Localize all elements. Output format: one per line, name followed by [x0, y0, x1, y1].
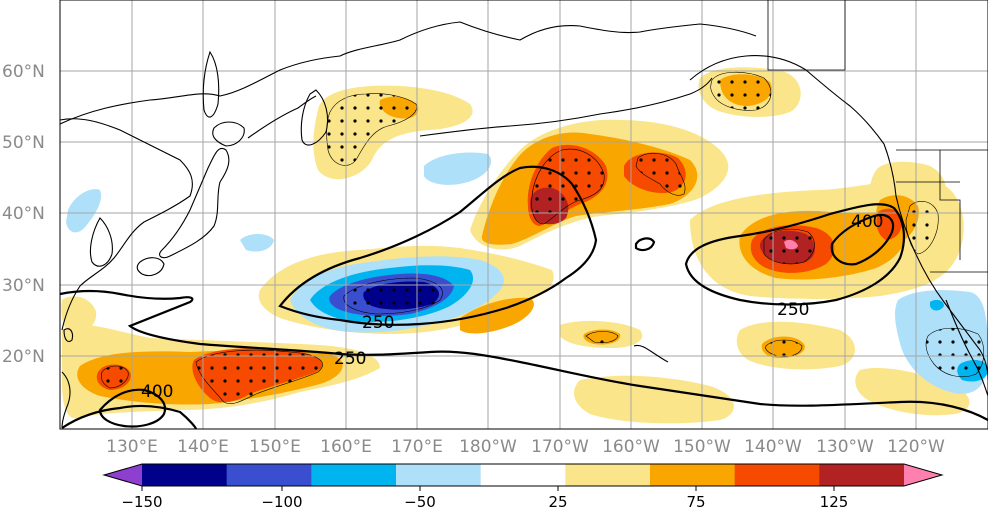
lon-label-150w: 150°W: [673, 437, 731, 457]
contour-400-west: [98, 388, 167, 428]
stipple-southeast-coast: [925, 327, 985, 377]
colorbar-tick-75: 75: [686, 493, 705, 511]
coast-aleutian: [419, 77, 713, 137]
coast-kamchatka: [300, 89, 329, 146]
stipple-central: [343, 277, 443, 315]
contour-label-group: 400 250 250 250 400: [141, 212, 883, 402]
lon-label-170e: 170°E: [391, 437, 443, 457]
coast-hawaii: [633, 344, 669, 363]
stipple-north-central: [531, 148, 605, 225]
lon-labels: 130°E 140°E 150°E 160°E 170°E 180°W 170°…: [106, 437, 945, 457]
contour-250-central: [278, 165, 598, 326]
coast-sakhalin: [202, 50, 220, 118]
map-panel: 400 250 250 250 400: [60, 0, 988, 429]
colorbar-segment: [565, 464, 651, 486]
border-alaska-canada: [767, 0, 846, 71]
contour-250-southwest: [60, 289, 988, 421]
shade-lightblue-north: [424, 152, 492, 185]
lat-label-40n: 40°N: [2, 204, 45, 224]
contour-label-400-east: 400: [851, 212, 883, 232]
colorbar-segment: [734, 464, 820, 486]
colorbar-tick-125: 125: [820, 493, 849, 511]
contour-label-250-southwest: 250: [334, 349, 366, 369]
lon-label-130e: 130°E: [106, 437, 158, 457]
lat-label-20n: 20°N: [2, 347, 45, 367]
lon-label-130w: 130°W: [816, 437, 874, 457]
shade-red-westcoast: [876, 208, 903, 240]
contours: [60, 165, 988, 429]
colorbar-segment: [226, 464, 312, 486]
contour-label-250-center: 250: [362, 313, 394, 333]
gridlines: [60, 0, 988, 429]
colorbar-tick-neg100: −100: [261, 493, 302, 511]
lon-label-160w: 160°W: [602, 437, 660, 457]
coast-kuril: [247, 95, 317, 139]
stipple-gulf-alaska: [710, 71, 772, 111]
stipple-south-mid: [585, 331, 619, 344]
coast-korea: [89, 217, 113, 267]
shade-lightblue-japan-sea: [66, 189, 102, 233]
colorbar-segment: [819, 464, 905, 486]
coast-na-west: [883, 143, 988, 381]
stipple-north-central-2: [635, 152, 686, 196]
lon-label-140w: 140°W: [744, 437, 802, 457]
colorbar-ticks: −150 −100 −50 25 75 125: [121, 493, 848, 511]
lat-label-50n: 50°N: [2, 133, 45, 153]
colorbar-segment: [142, 464, 228, 486]
colorbar: [102, 463, 944, 491]
colorbar-tick-neg50: −50: [404, 493, 436, 511]
colorbar-segment: [650, 464, 736, 486]
stipple-kuroshio: [195, 349, 323, 405]
coastlines: [60, 21, 988, 429]
colorbar-segment: [480, 464, 566, 486]
lat-label-60n: 60°N: [2, 62, 45, 82]
coast-japan-kyushu: [136, 257, 165, 277]
colorbar-segment: [311, 464, 397, 486]
lon-label-120w: 120°W: [887, 437, 945, 457]
coast-baja: [945, 299, 988, 397]
lon-label-160e: 160°E: [320, 437, 372, 457]
contour-small-hawaii: [634, 237, 656, 252]
contour-250-east: [684, 203, 906, 306]
lon-label-150e: 150°E: [249, 437, 301, 457]
significance-stippling: [100, 71, 985, 405]
lat-label-30n: 30°N: [2, 276, 45, 296]
lon-label-170w: 170°W: [531, 437, 589, 457]
shade-orange-central-south: [460, 297, 534, 334]
colorbar-tick-neg150: −150: [121, 493, 162, 511]
coast-japan-hokkaido: [212, 121, 245, 147]
coast-philippines: [61, 371, 71, 429]
colorbar-tick-25: 25: [548, 493, 567, 511]
stipple-east: [763, 228, 815, 265]
contour-label-400-west: 400: [141, 382, 173, 402]
political-borders: [767, 0, 988, 273]
coast-japan-honshu: [159, 148, 230, 259]
shade-yellow-south: [574, 375, 734, 424]
colorbar-segment: [396, 464, 482, 486]
map-frame: [59, 0, 988, 430]
contour-southwest-ring: [61, 404, 198, 429]
stipple-okhotsk: [326, 93, 417, 166]
stipple-south-east: [765, 339, 803, 357]
coast-siberia: [60, 21, 757, 125]
contour-label-250-east: 250: [777, 300, 809, 320]
colorbar-extend-max: [904, 464, 942, 486]
coast-asia-east: [60, 118, 193, 331]
border-state-1: [939, 150, 961, 260]
lon-label-140e: 140°E: [177, 437, 229, 457]
stipple-kuroshio-west: [100, 365, 129, 389]
colorbar-extend-min: [104, 464, 142, 486]
shade-lightblue-small: [240, 234, 274, 252]
lat-labels: 60°N 50°N 40°N 30°N 20°N: [2, 62, 45, 367]
coast-taiwan: [63, 328, 74, 343]
contour-400-east: [830, 213, 895, 266]
lon-label-180w: 180°W: [459, 437, 517, 457]
shade-blue-southeast: [930, 299, 944, 311]
